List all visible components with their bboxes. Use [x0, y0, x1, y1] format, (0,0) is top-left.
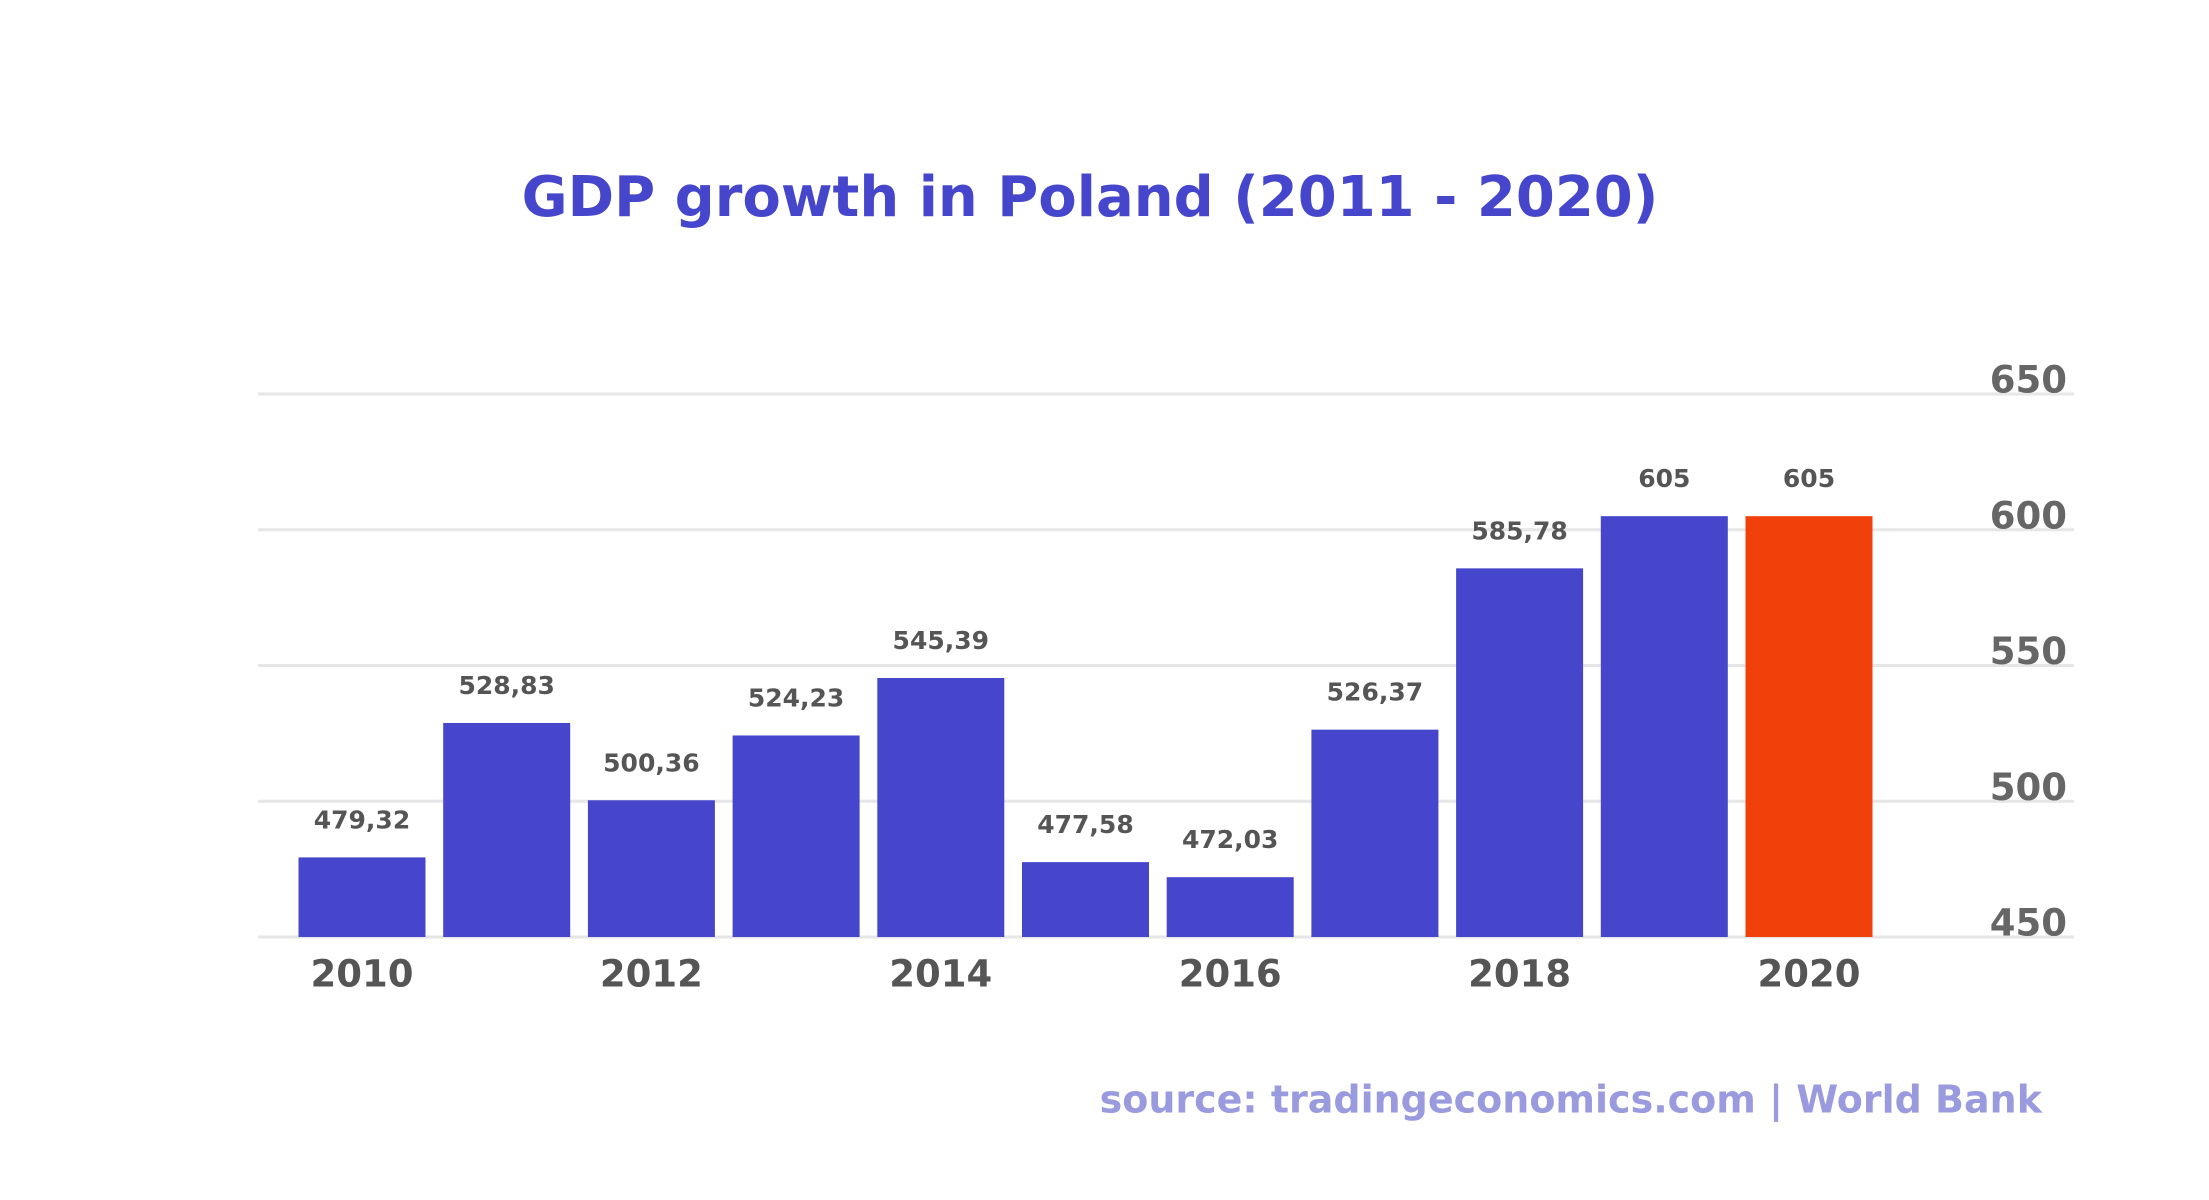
value-label: 605	[1783, 464, 1835, 493]
value-label: 479,32	[314, 805, 410, 834]
bar	[732, 735, 860, 937]
value-label: 477,58	[1037, 810, 1133, 839]
bar	[1311, 729, 1439, 937]
value-label: 605	[1638, 464, 1690, 493]
bar	[587, 800, 715, 937]
x-tick-label: 2012	[600, 953, 703, 996]
x-tick-label: 2020	[1758, 953, 1861, 996]
bar	[1745, 516, 1873, 937]
value-label: 524,23	[748, 683, 844, 712]
chart-title: GDP growth in Poland (2011 - 2020)	[522, 165, 1659, 230]
value-label: 500,36	[603, 748, 699, 777]
bar	[1166, 877, 1294, 937]
value-label: 528,83	[458, 671, 554, 700]
y-tick-label: 450	[1990, 902, 2067, 945]
x-tick-label: 2010	[311, 953, 414, 996]
bar	[1456, 568, 1584, 937]
x-tick-label: 2016	[1179, 953, 1282, 996]
source-note: source: tradingeconomics.com | World Ban…	[1100, 1078, 2043, 1123]
bar	[1022, 862, 1149, 937]
x-tick-label: 2018	[1468, 953, 1571, 996]
x-tick-label: 2014	[889, 953, 992, 996]
bar	[1600, 516, 1728, 937]
y-tick-label: 650	[1990, 359, 2067, 402]
value-label: 526,37	[1327, 678, 1423, 707]
bar	[443, 722, 571, 937]
y-tick-label: 550	[1990, 630, 2067, 673]
value-label: 545,39	[893, 626, 989, 655]
bar	[298, 857, 426, 937]
y-tick-label: 500	[1990, 766, 2067, 809]
y-tick-label: 600	[1990, 494, 2067, 537]
value-label: 585,78	[1471, 516, 1567, 545]
value-label: 472,03	[1182, 825, 1278, 854]
bar	[877, 678, 1005, 937]
